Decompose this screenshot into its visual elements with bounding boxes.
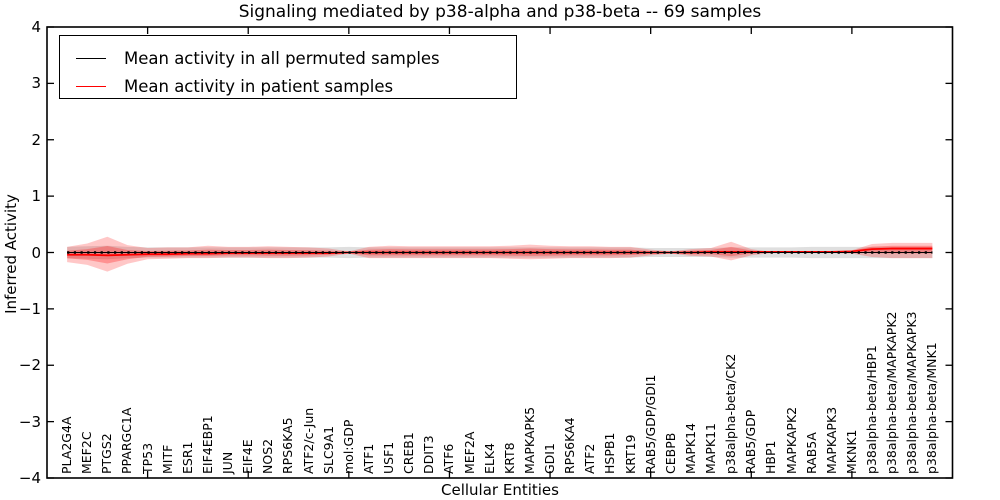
x-category-label: ESR1 xyxy=(179,441,195,474)
x-category-label: MAPK11 xyxy=(703,423,719,474)
x-category-label: p38alpha-beta/MAPKAPK2 xyxy=(884,311,900,475)
x-category-label: mol:GDP xyxy=(340,419,356,474)
x-category-label: EIF4EBP1 xyxy=(199,415,215,474)
y-tick-label: −1 xyxy=(18,299,41,318)
x-category-label: ATF1 xyxy=(360,443,376,474)
legend-label-permuted: Mean activity in all permuted samples xyxy=(124,48,440,68)
x-category-label: PTGS2 xyxy=(99,433,115,474)
x-category-label: p38alpha-beta/MAPKAPK3 xyxy=(904,311,920,475)
x-category-label: ELK4 xyxy=(481,442,497,474)
chart-title: Signaling mediated by p38-alpha and p38-… xyxy=(238,2,762,22)
y-tick-label: 0 xyxy=(31,243,41,262)
y-tick-label: 4 xyxy=(31,18,41,36)
permuted-line-swatch xyxy=(76,57,106,59)
x-category-label: MAPKAPK5 xyxy=(521,406,537,474)
x-category-label: EIF4E xyxy=(240,439,256,474)
x-category-label: GDI1 xyxy=(542,443,558,474)
band-patient-outer xyxy=(67,236,933,272)
x-category-label: MAPKAPK2 xyxy=(783,406,799,474)
x-category-label: JUN xyxy=(220,451,236,474)
x-category-label: p38alpha-beta/HBP1 xyxy=(864,345,879,474)
legend-item-permuted: Mean activity in all permuted samples xyxy=(60,44,440,72)
x-category-label: RAB5/GDP/GDI1 xyxy=(642,374,658,474)
x-category-label: CEBPB xyxy=(662,432,678,474)
patient-line-swatch xyxy=(76,85,106,87)
x-category-label: HBP1 xyxy=(763,440,779,474)
x-category-label: RAB5A xyxy=(803,432,819,474)
x-category-label: RPS6KA5 xyxy=(280,417,296,474)
y-tick-label: 1 xyxy=(31,187,41,206)
band-patient-inner xyxy=(67,245,933,264)
x-category-label: PPARGC1A xyxy=(119,407,135,474)
x-category-label: HSPB1 xyxy=(602,432,618,474)
y-tick-label: −4 xyxy=(18,469,41,487)
legend-label-patient: Mean activity in patient samples xyxy=(124,76,394,96)
x-category-label: MEF2C xyxy=(79,431,95,474)
y-tick-label: −2 xyxy=(18,356,41,375)
y-tick-label: 2 xyxy=(31,130,41,149)
x-category-label: ATF6 xyxy=(441,443,457,474)
x-category-label: PLA2G4A xyxy=(59,416,75,474)
x-category-label: DDIT3 xyxy=(421,435,437,474)
x-category-label: USF1 xyxy=(381,441,397,474)
x-category-label: KRT8 xyxy=(501,442,517,474)
x-category-label: MAPKAPK3 xyxy=(823,406,839,474)
x-category-label: MKNK1 xyxy=(843,429,859,474)
x-category-label: TP53 xyxy=(139,442,155,474)
x-category-label: p38alpha-beta/MNK1 xyxy=(924,342,940,474)
x-category-label: p38alpha-beta/CK2 xyxy=(723,353,739,474)
x-axis-label: Cellular Entities xyxy=(441,481,559,499)
x-category-label: RPS6KA4 xyxy=(562,417,578,474)
x-category-label: CREB1 xyxy=(401,432,417,474)
legend: Mean activity in all permuted samples Me… xyxy=(59,35,517,99)
x-category-label: SLC9A1 xyxy=(320,425,336,474)
y-tick-label: 3 xyxy=(31,74,41,93)
legend-item-patient: Mean activity in patient samples xyxy=(60,72,393,100)
x-category-label: RAB5/GDP xyxy=(743,409,759,474)
x-category-label: MEF2A xyxy=(461,431,477,474)
x-category-label: MAPK14 xyxy=(682,423,698,474)
x-category-label: NOS2 xyxy=(260,438,276,474)
x-category-label: ATF2/c-Jun xyxy=(300,407,316,474)
x-category-label: ATF2 xyxy=(582,443,598,474)
x-category-label: KRT19 xyxy=(622,434,638,474)
y-tick-label: −3 xyxy=(18,412,41,431)
x-category-label: MITF xyxy=(159,444,175,474)
